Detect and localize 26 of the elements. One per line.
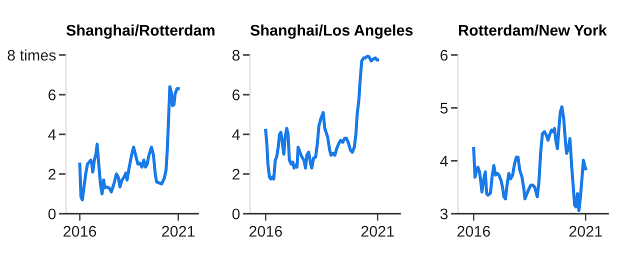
y-tick-label: 4: [440, 156, 448, 166]
line-series: [472, 105, 588, 212]
y-tick-label: 4: [232, 129, 240, 140]
chart-title: Rotterdam/New York: [459, 24, 607, 36]
y-tick-label: 5: [440, 102, 448, 114]
y-tick-label: 0: [232, 208, 240, 220]
y-tick-label: 0: [48, 208, 56, 220]
chart-title: Shanghai/Rotterdam: [66, 24, 214, 39]
y-tick-label: 4: [48, 129, 56, 140]
x-tick-label: 2021: [162, 226, 195, 237]
y-tick-label: 6: [232, 90, 240, 100]
y-tick-label: 6: [440, 50, 448, 61]
x-tick-label: 2016: [249, 226, 282, 237]
y-tick-label: 6: [48, 90, 56, 100]
line-series: [264, 54, 380, 181]
x-tick-label: 2016: [64, 226, 96, 237]
y-tick-label: 2: [48, 168, 56, 180]
chart-title: Shanghai/Los Angeles: [250, 24, 413, 39]
x-tick-label: 2021: [361, 226, 394, 237]
x-tick-label: 2016: [457, 226, 490, 237]
y-tick-label: 3: [440, 208, 448, 220]
x-tick-label: 2021: [569, 226, 602, 237]
y-tick-label: 8: [232, 50, 240, 61]
y-tick-label: 2: [232, 168, 240, 180]
line-series: [78, 85, 180, 202]
y-tick-label: 8 times: [8, 49, 56, 61]
